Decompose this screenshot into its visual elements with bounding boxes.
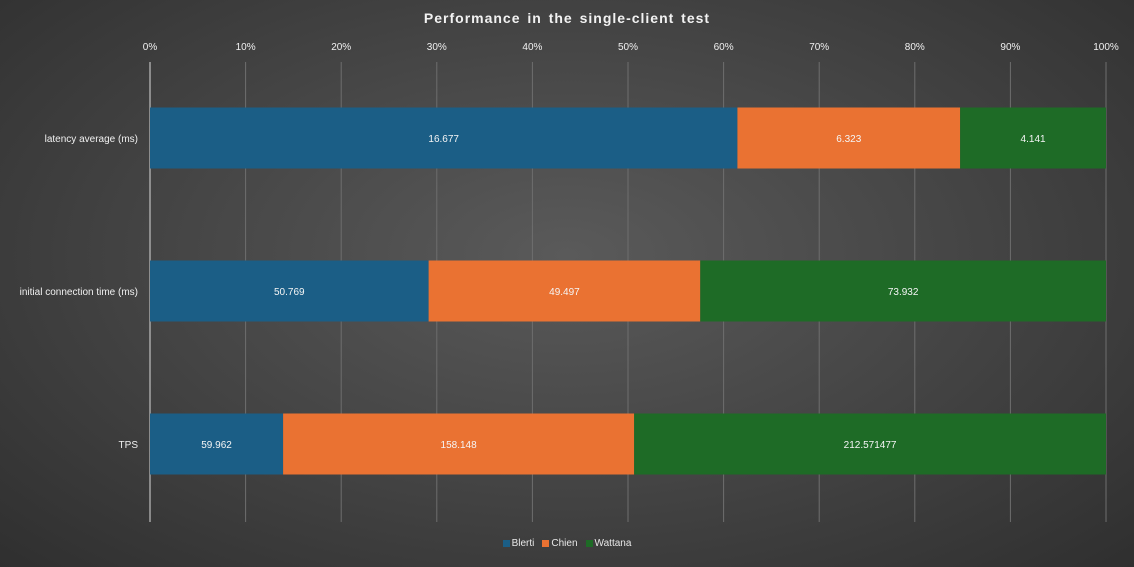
data-label: 59.962 <box>201 440 232 451</box>
data-label: 16.677 <box>428 134 459 145</box>
bar-segment <box>634 413 1106 475</box>
legend-label: Blerti <box>511 538 535 549</box>
x-tick-label: 0% <box>143 42 158 53</box>
x-tick-label: 70% <box>809 42 829 53</box>
x-tick-label: 30% <box>427 42 447 53</box>
bar-segment <box>960 107 1106 169</box>
x-axis-ticks: 0% 10% 20% 30% 40% 50% 60% 70% 80% 90% 100% <box>143 42 1119 53</box>
x-tick-label: 80% <box>905 42 925 53</box>
legend-swatch <box>585 540 593 547</box>
legend-item: Wattana <box>585 538 632 549</box>
data-label: 49.497 <box>549 287 580 298</box>
x-tick-label: 20% <box>331 42 351 53</box>
x-tick-label: 60% <box>714 42 734 53</box>
legend-swatch <box>542 540 550 547</box>
x-tick-label: 100% <box>1093 42 1119 53</box>
chart-title: Performance in the single-client test <box>423 10 711 26</box>
x-tick-label: 90% <box>1000 42 1020 53</box>
x-tick-label: 10% <box>236 42 256 53</box>
category-axis: latency average (ms) initial connection t… <box>20 134 139 451</box>
category-label: initial connection time (ms) <box>20 287 138 298</box>
bar-segment <box>150 413 284 475</box>
bar-segment <box>737 107 961 169</box>
legend-item: Chien <box>542 538 578 549</box>
data-label: 50.769 <box>274 287 305 298</box>
bars: 16.677 6.323 4.141 50.769 49.497 73.932 59.962… <box>150 107 1106 475</box>
x-tick-label: 50% <box>618 42 638 53</box>
legend: Blerti Chien Wattana <box>0 538 1134 549</box>
bar-segment <box>283 413 635 475</box>
legend-label: Wattana <box>594 538 632 549</box>
data-label: 6.323 <box>836 134 861 145</box>
data-label: 158.148 <box>441 440 478 451</box>
bar-segment <box>428 260 701 322</box>
data-label: 73.932 <box>888 287 919 298</box>
legend-label: Chien <box>551 538 578 549</box>
category-label: TPS <box>119 440 139 451</box>
bar-segment <box>150 107 738 169</box>
x-tick-label: 40% <box>522 42 542 53</box>
bar-segment <box>700 260 1106 322</box>
bar-segment <box>150 260 429 322</box>
legend-swatch <box>502 540 510 547</box>
data-label: 4.141 <box>1021 134 1046 145</box>
data-label: 212.571477 <box>844 440 897 451</box>
category-label: latency average (ms) <box>45 134 138 145</box>
legend-item: Blerti <box>502 538 535 549</box>
